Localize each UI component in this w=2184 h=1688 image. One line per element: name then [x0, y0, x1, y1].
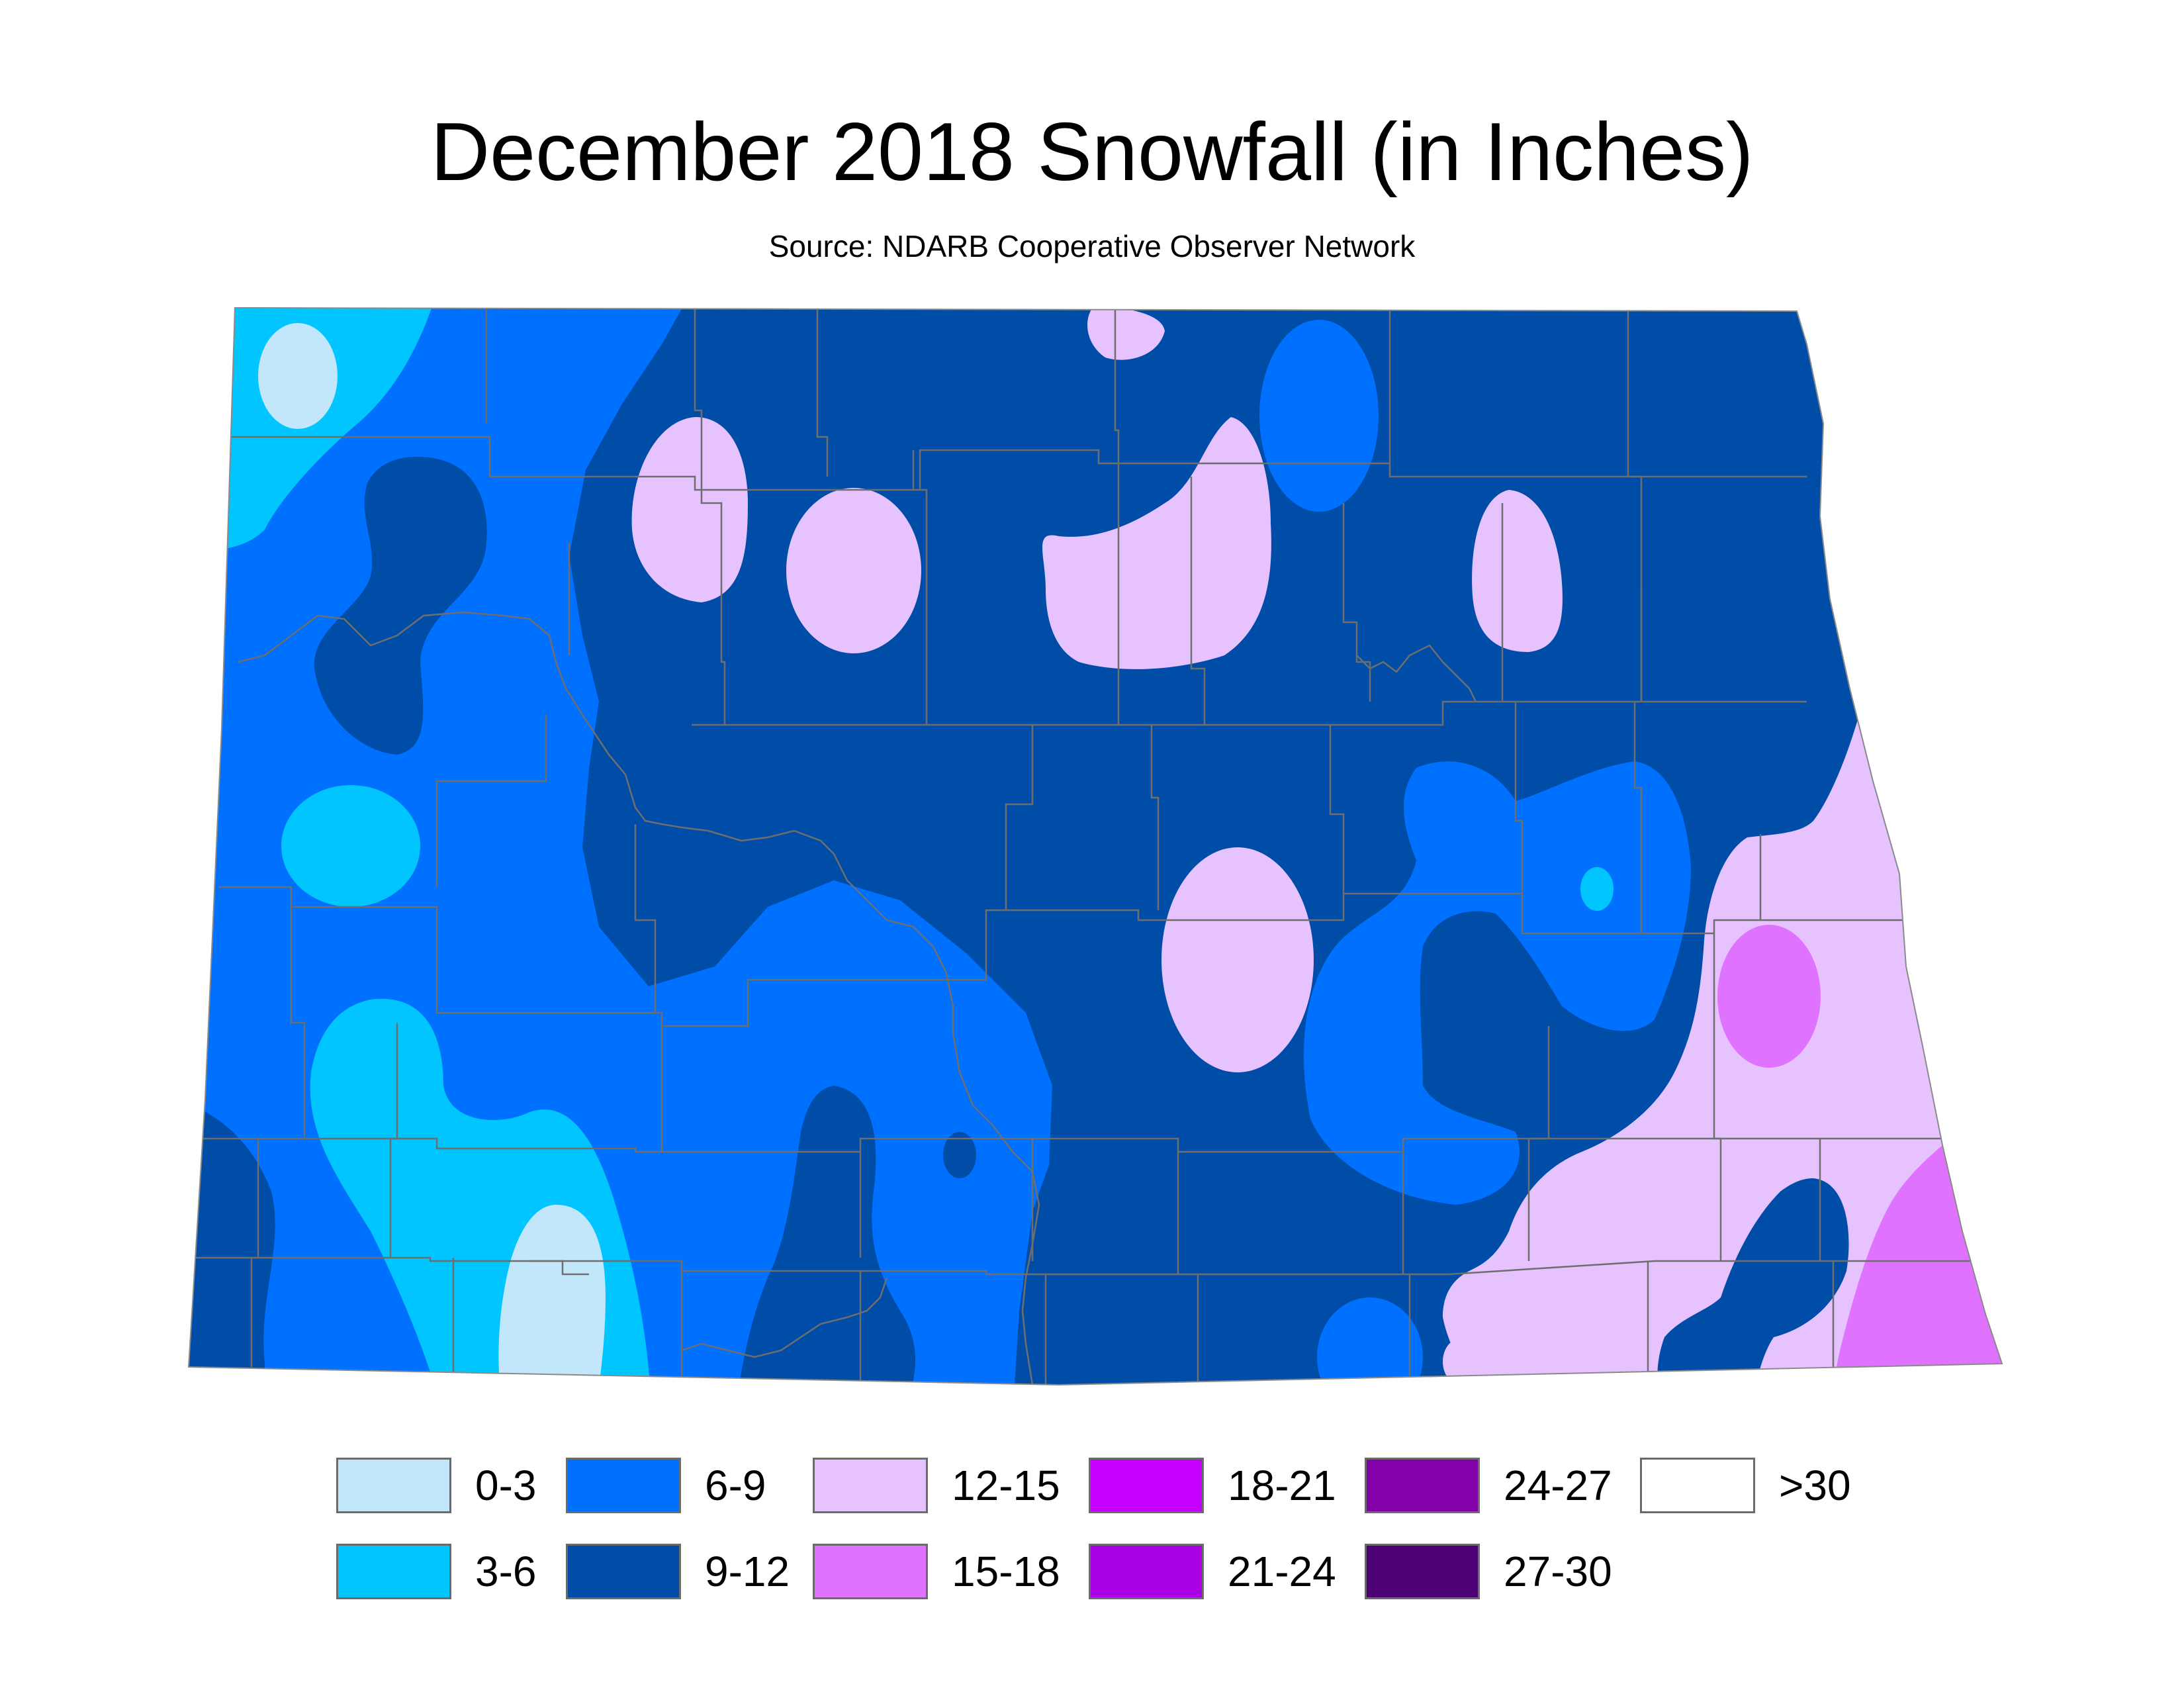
missouri-river: [238, 611, 1040, 1385]
zone-9-12-west-island: [314, 457, 487, 755]
zone-12-15-north-d: [1042, 417, 1271, 669]
zone-6-9-north-central: [1259, 320, 1379, 512]
map-title: December 2018 Snowfall (in Inches): [430, 107, 1754, 198]
south-river: [681, 1277, 888, 1358]
zone-12-15-center: [1161, 847, 1314, 1072]
map-subtitle: Source: NDARB Cooperative Observer Netwo…: [768, 229, 1416, 263]
zone-6-9-south-blob: [1317, 1297, 1423, 1385]
snowfall-zones: [189, 308, 2002, 1385]
zone-12-15-north-b: [786, 488, 921, 653]
zone-9-12-east-island: [1657, 1178, 1849, 1385]
zone-0-3-nw: [258, 323, 338, 429]
county-lines: [189, 308, 1979, 1385]
zone-12-15-north-e: [1472, 490, 1563, 652]
zone-3-6-west: [281, 785, 420, 907]
state-outline: [187, 306, 2003, 1386]
river-lines: [238, 611, 1477, 1385]
zone-12-15-north-a: [631, 417, 748, 602]
zone-3-6-east-dot: [1580, 867, 1614, 911]
zone-12-15-east: [1443, 688, 2002, 1385]
zone-15-18-east: [1717, 925, 1821, 1068]
souris-river: [1356, 644, 1477, 702]
zone-0-3-sw: [498, 1205, 606, 1385]
zone-9-12-south-lobe: [735, 1086, 916, 1385]
zone-12-15-north-c: [1087, 308, 1165, 360]
zone-9-12-small-dot: [943, 1132, 976, 1178]
